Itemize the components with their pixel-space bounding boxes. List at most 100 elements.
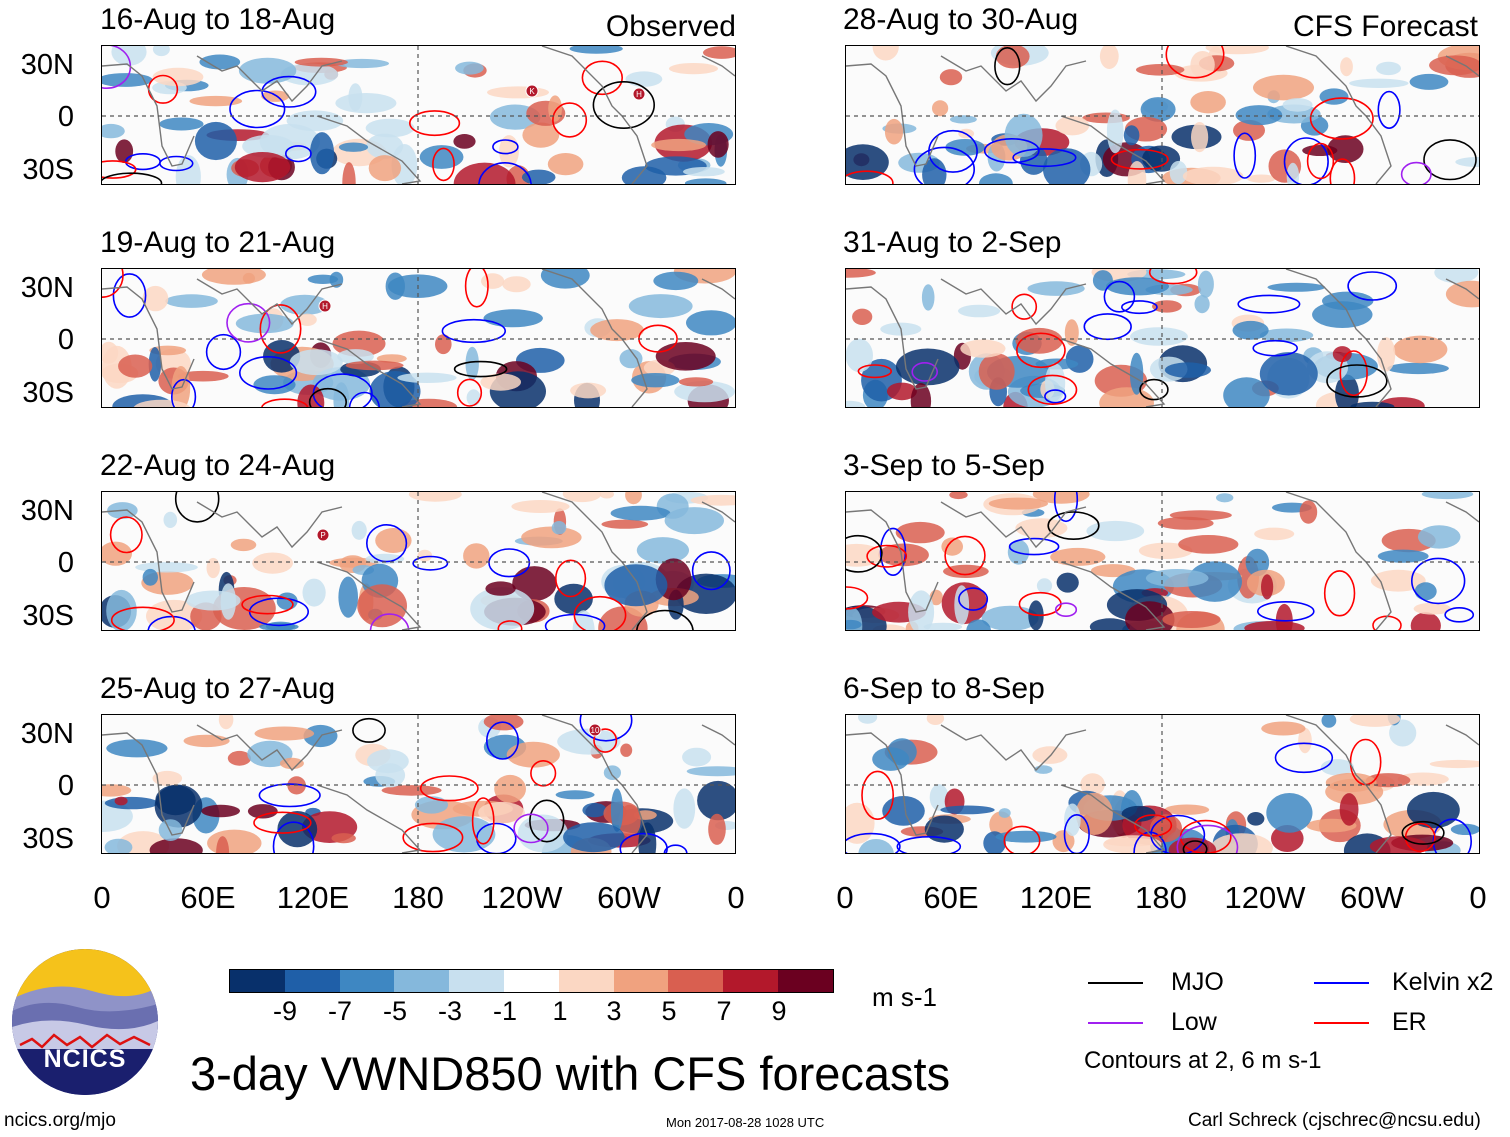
anomaly-blob [1104, 838, 1159, 847]
anomaly-blob [673, 788, 696, 829]
anomaly-blob [397, 372, 457, 383]
anomaly-blob [466, 389, 481, 406]
contour-line [258, 783, 321, 808]
contour-line [1053, 492, 1079, 523]
contour-line [1339, 350, 1368, 397]
contour-line [1182, 840, 1208, 853]
anomaly-blob [846, 543, 884, 567]
lat-label-30s: 30S [22, 377, 74, 409]
legend-line-low [1088, 1022, 1143, 1024]
colorbar-units: m s-1 [872, 982, 937, 1012]
contour-line [1404, 822, 1436, 853]
anomaly-blob [1138, 542, 1193, 559]
anomaly-blob [929, 784, 949, 811]
anomaly-blob [1235, 105, 1283, 126]
storm-label: H [636, 90, 642, 99]
anomaly-blob [381, 785, 442, 796]
anomaly-blob [707, 131, 729, 158]
anomaly-blob [345, 360, 404, 371]
colorbar-tick: -7 [327, 996, 352, 1026]
panel-title: 3-Sep to 5-Sep [843, 449, 1045, 482]
map-field [846, 492, 1479, 630]
contour-line [1323, 570, 1356, 617]
coastline [940, 724, 1087, 772]
anomaly-blob [1106, 109, 1124, 154]
anomaly-blob [114, 796, 128, 806]
anomaly-blob [298, 313, 317, 326]
contour-line [1165, 46, 1225, 79]
anomaly-blob [1168, 837, 1217, 853]
anomaly-blob [683, 167, 725, 177]
coastline [846, 732, 939, 836]
anomaly-blob [1410, 612, 1441, 630]
anomaly-blob [895, 348, 960, 386]
map-panel: P [101, 491, 736, 631]
contour-line [261, 398, 309, 407]
footer-url[interactable]: ncics.org/mjo [4, 1110, 116, 1131]
lon-label: 120E [276, 880, 350, 915]
colorbar-cell [668, 970, 724, 992]
anomaly-blob [1086, 520, 1145, 542]
anomaly-blob [1065, 345, 1094, 373]
colorbar-cell [613, 970, 669, 992]
anomaly-blob [846, 269, 876, 278]
anomaly-blob [152, 770, 183, 786]
anomaly-blob [216, 836, 230, 853]
anomaly-blob [1232, 320, 1269, 340]
colorbar-tick: -9 [272, 996, 297, 1026]
anomaly-blob [1052, 830, 1075, 853]
anomaly-blob [887, 738, 917, 766]
anomaly-blob [1349, 78, 1409, 88]
lon-label: 0 [1469, 880, 1487, 915]
anomaly-blob [884, 118, 904, 145]
anomaly-blob [628, 294, 693, 319]
map-panel: H [101, 268, 736, 408]
anomaly-blob [1417, 525, 1461, 549]
anomaly-blob [242, 272, 255, 284]
anomaly-blob [1164, 362, 1211, 378]
anomaly-blob [1261, 721, 1306, 736]
anomaly-blob [201, 804, 240, 818]
anomaly-blob [279, 757, 304, 769]
coastline [1060, 338, 1166, 407]
coastline [846, 286, 939, 390]
coastline [316, 784, 422, 853]
contour-line [552, 102, 588, 138]
anomaly-blob [1397, 772, 1449, 786]
storm-label: K [529, 87, 535, 96]
contour-line [619, 832, 668, 853]
anomaly-blob [142, 568, 158, 586]
anomaly-blob [149, 838, 203, 853]
contour-line [913, 146, 975, 184]
anomaly-blob [106, 739, 168, 758]
anomaly-blob [926, 715, 945, 725]
coastline [1445, 724, 1479, 746]
contour-line [1054, 602, 1078, 617]
anomaly-blob [989, 811, 1013, 838]
anomaly-blob [159, 117, 204, 131]
anomaly-blob [1407, 791, 1460, 829]
coastline [940, 501, 1087, 549]
anomaly-blob [978, 353, 1015, 390]
anomaly-blob [555, 790, 595, 800]
panel-title: 16-Aug to 18-Aug [100, 3, 336, 36]
anomaly-blob [302, 578, 326, 607]
anomaly-blob [1298, 727, 1312, 754]
contour-line [1044, 389, 1067, 404]
anomaly-blob [939, 69, 963, 86]
anomaly-blob [230, 538, 257, 552]
panel-tag-observed: Observed [605, 10, 736, 43]
anomaly-blob [540, 269, 590, 289]
colorbar-tick: 9 [771, 996, 787, 1026]
contour-line [253, 811, 312, 834]
anomaly-blob [242, 134, 294, 158]
contour-line [1012, 148, 1077, 168]
anomaly-blob [342, 162, 356, 184]
storm-marker-icon: P [316, 528, 330, 542]
contour-line [846, 832, 901, 853]
contour-line [581, 60, 623, 96]
anomaly-blob [949, 115, 977, 124]
contour-line [112, 273, 147, 318]
colorbar-tick: 7 [716, 996, 732, 1026]
contour-line [110, 606, 175, 630]
